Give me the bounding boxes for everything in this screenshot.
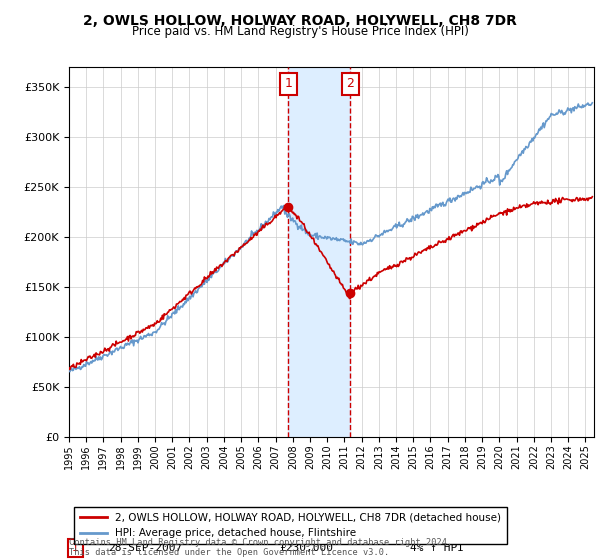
Bar (289, 67, 350, 437)
Text: 1: 1 (284, 77, 292, 90)
Text: 28-SEP-2007: 28-SEP-2007 (109, 543, 182, 553)
Text: £230,000: £230,000 (279, 543, 333, 553)
Text: 2: 2 (346, 77, 355, 90)
Text: 2, OWLS HOLLOW, HOLWAY ROAD, HOLYWELL, CH8 7DR: 2, OWLS HOLLOW, HOLWAY ROAD, HOLYWELL, C… (83, 14, 517, 28)
Text: Price paid vs. HM Land Registry's House Price Index (HPI): Price paid vs. HM Land Registry's House … (131, 25, 469, 38)
Text: 4% ↑ HPI: 4% ↑ HPI (410, 543, 464, 553)
Legend: 2, OWLS HOLLOW, HOLWAY ROAD, HOLYWELL, CH8 7DR (detached house), HPI: Average pr: 2, OWLS HOLLOW, HOLWAY ROAD, HOLYWELL, C… (74, 507, 507, 544)
Text: Contains HM Land Registry data © Crown copyright and database right 2024.
This d: Contains HM Land Registry data © Crown c… (69, 538, 452, 557)
Text: 1: 1 (72, 543, 79, 553)
